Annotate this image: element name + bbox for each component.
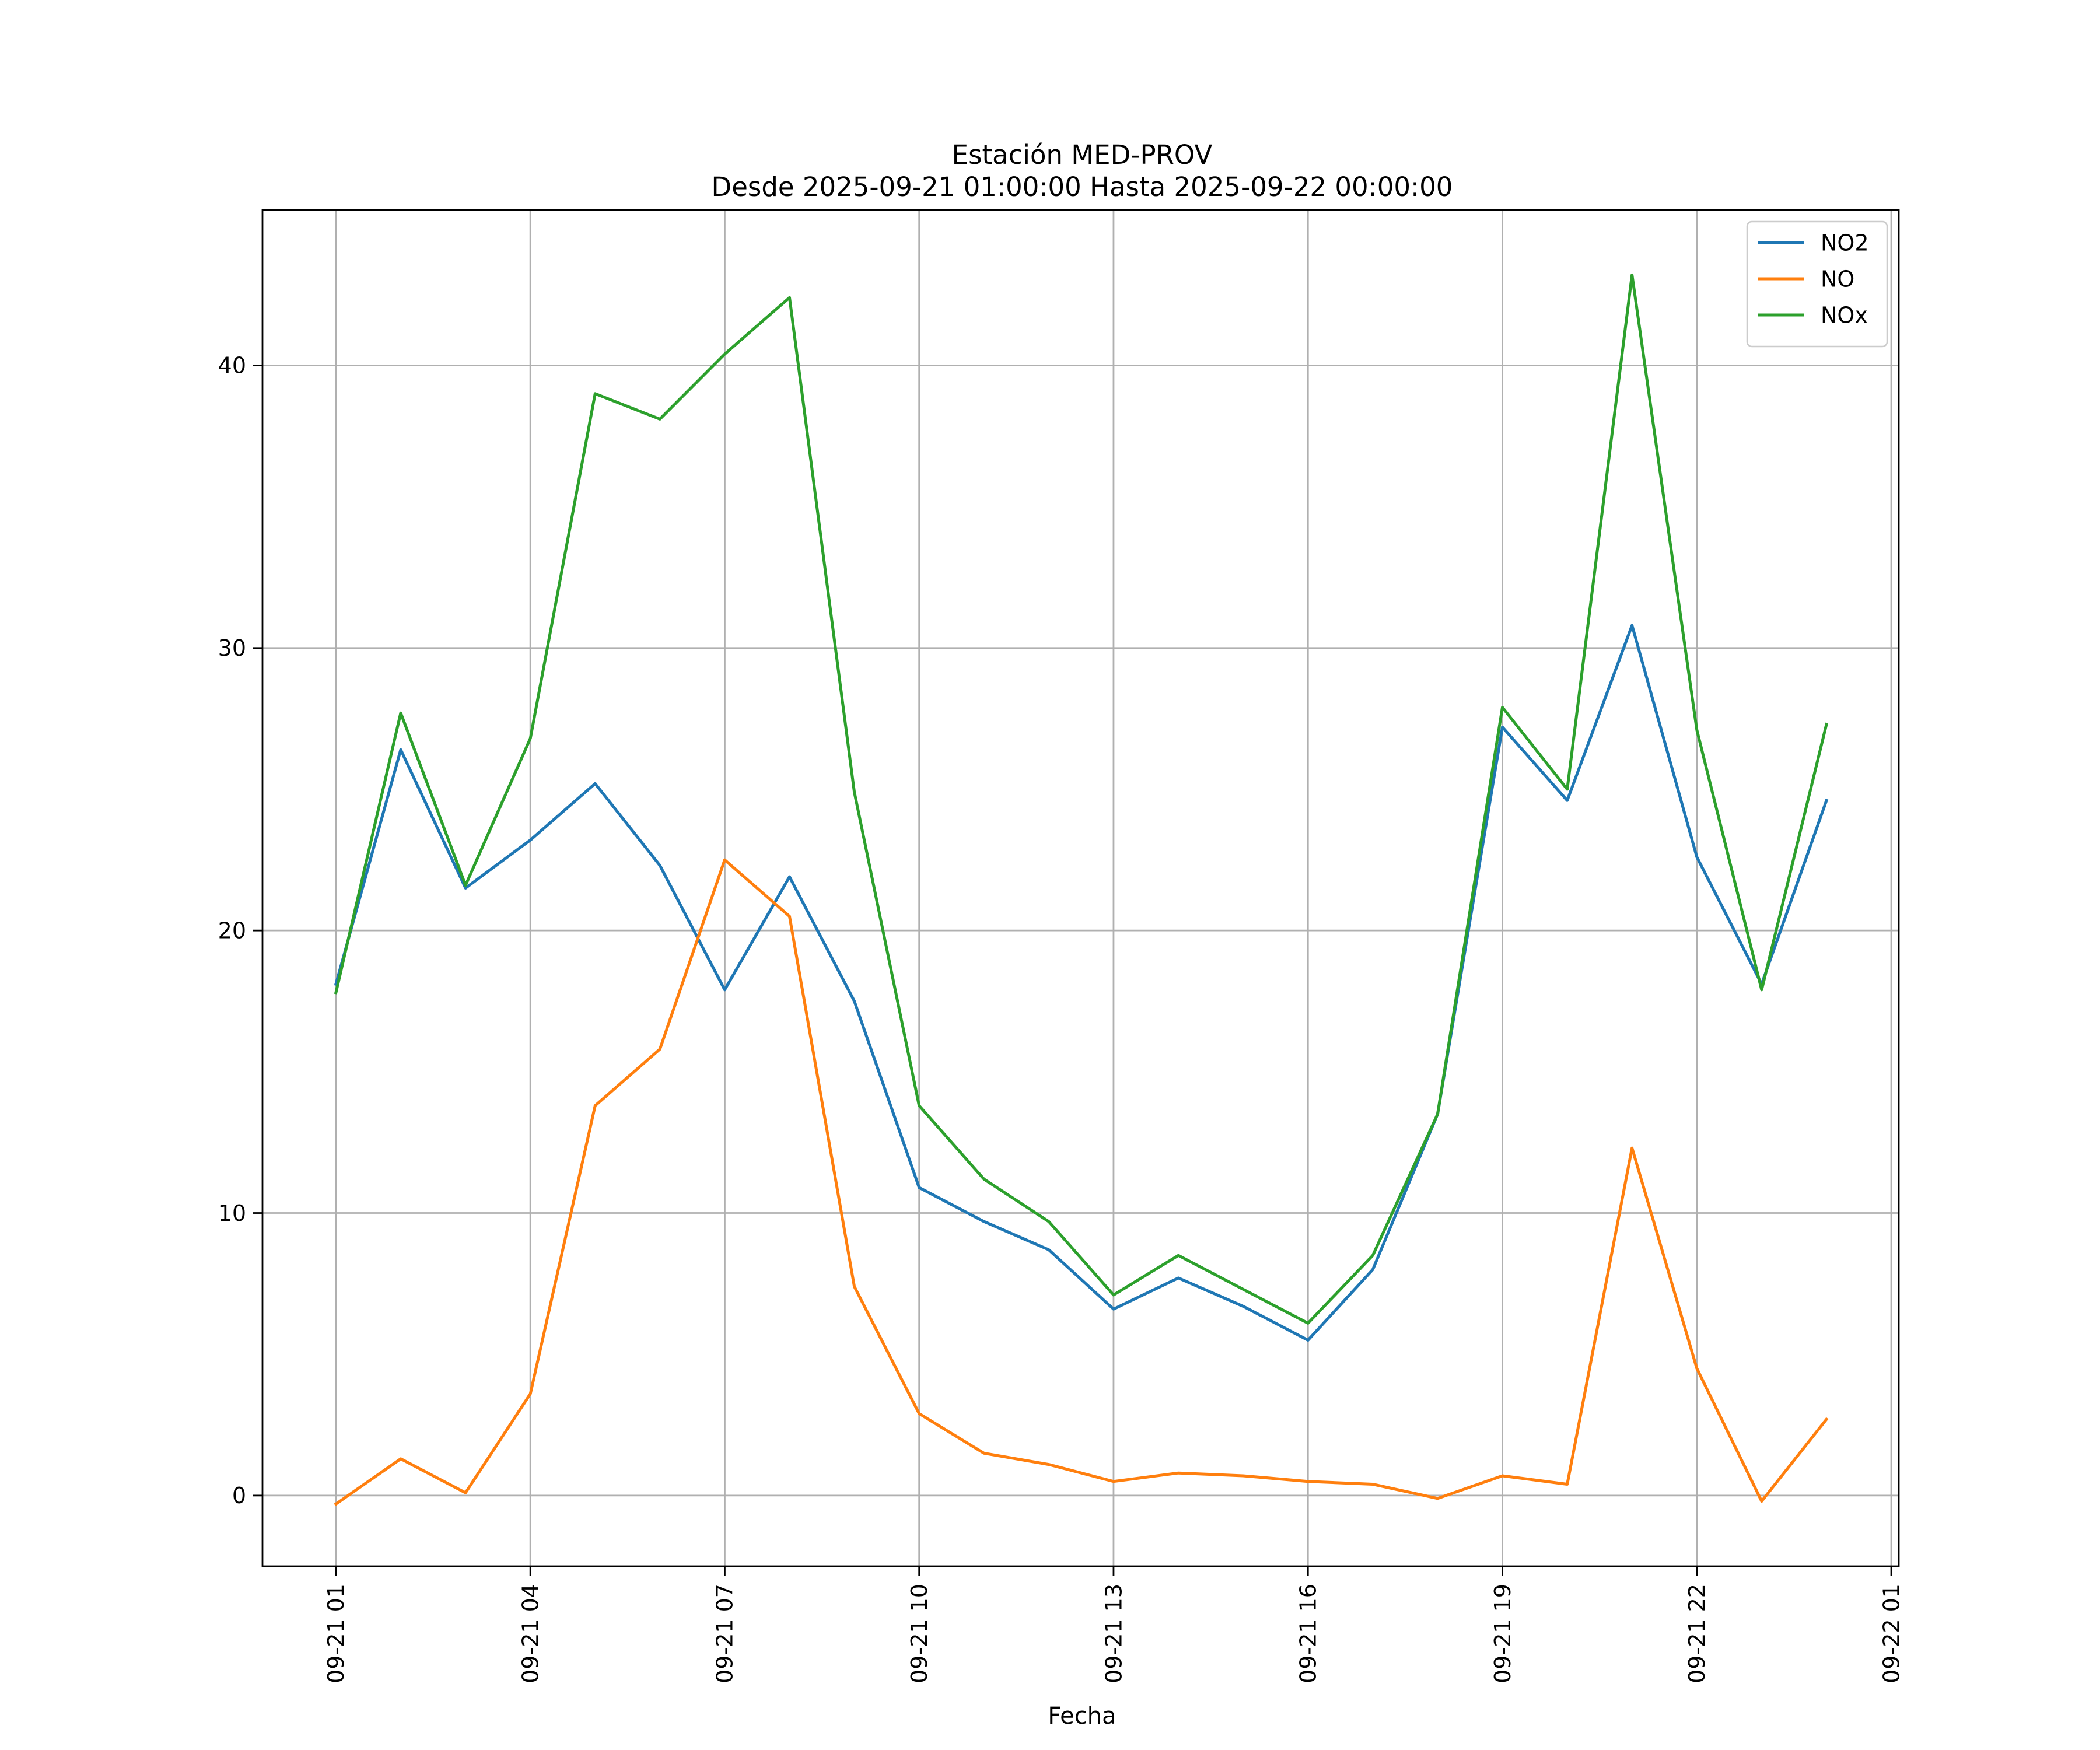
y-tick-label: 20 bbox=[218, 918, 246, 943]
legend-label-no2: NO2 bbox=[1821, 230, 1869, 256]
x-axis-ticks: 09-21 01 09-21 04 09-21 07 09-21 10 09-21 13… bbox=[323, 1566, 1904, 1684]
y-tick-label: 10 bbox=[218, 1200, 246, 1226]
chart-title-line1: Estación MED-PROV bbox=[952, 139, 1213, 170]
legend-label-no: NO bbox=[1821, 266, 1854, 292]
chart-title: Estación MED-PROV Desde 2025-09-21 01:00… bbox=[712, 139, 1453, 202]
y-tick-label: 40 bbox=[218, 353, 246, 379]
series-lines bbox=[334, 273, 1829, 1506]
plot-frame bbox=[261, 209, 1900, 1567]
chart-subtitle: Desde 2025-09-21 01:00:00 Hasta 2025-09-… bbox=[712, 172, 1453, 202]
x-tick-label: 09-21 10 bbox=[907, 1584, 932, 1684]
y-tick-label: 0 bbox=[232, 1483, 246, 1508]
grid-lines bbox=[262, 210, 1899, 1566]
x-tick-label: 09-21 01 bbox=[323, 1584, 349, 1684]
y-axis-ticks: 0 10 20 30 40 bbox=[218, 353, 262, 1508]
x-tick-label: 09-21 07 bbox=[712, 1584, 738, 1684]
x-tick-label: 09-21 13 bbox=[1101, 1584, 1126, 1684]
x-axis-label: Fecha bbox=[1048, 1703, 1116, 1730]
legend: NO2 NO NOx bbox=[1746, 220, 1888, 348]
x-tick-label: 09-21 04 bbox=[517, 1584, 543, 1684]
x-tick-label: 09-21 16 bbox=[1296, 1584, 1321, 1684]
x-tick-label: 09-21 19 bbox=[1490, 1584, 1516, 1684]
series-line-no2 bbox=[334, 624, 1829, 1342]
series-line-nox bbox=[334, 273, 1829, 1325]
y-tick-label: 30 bbox=[218, 635, 246, 661]
x-tick-label: 09-21 22 bbox=[1684, 1584, 1710, 1684]
series-line-no bbox=[334, 858, 1829, 1506]
legend-label-nox: NOx bbox=[1821, 302, 1868, 328]
x-tick-label: 09-22 01 bbox=[1878, 1584, 1904, 1684]
